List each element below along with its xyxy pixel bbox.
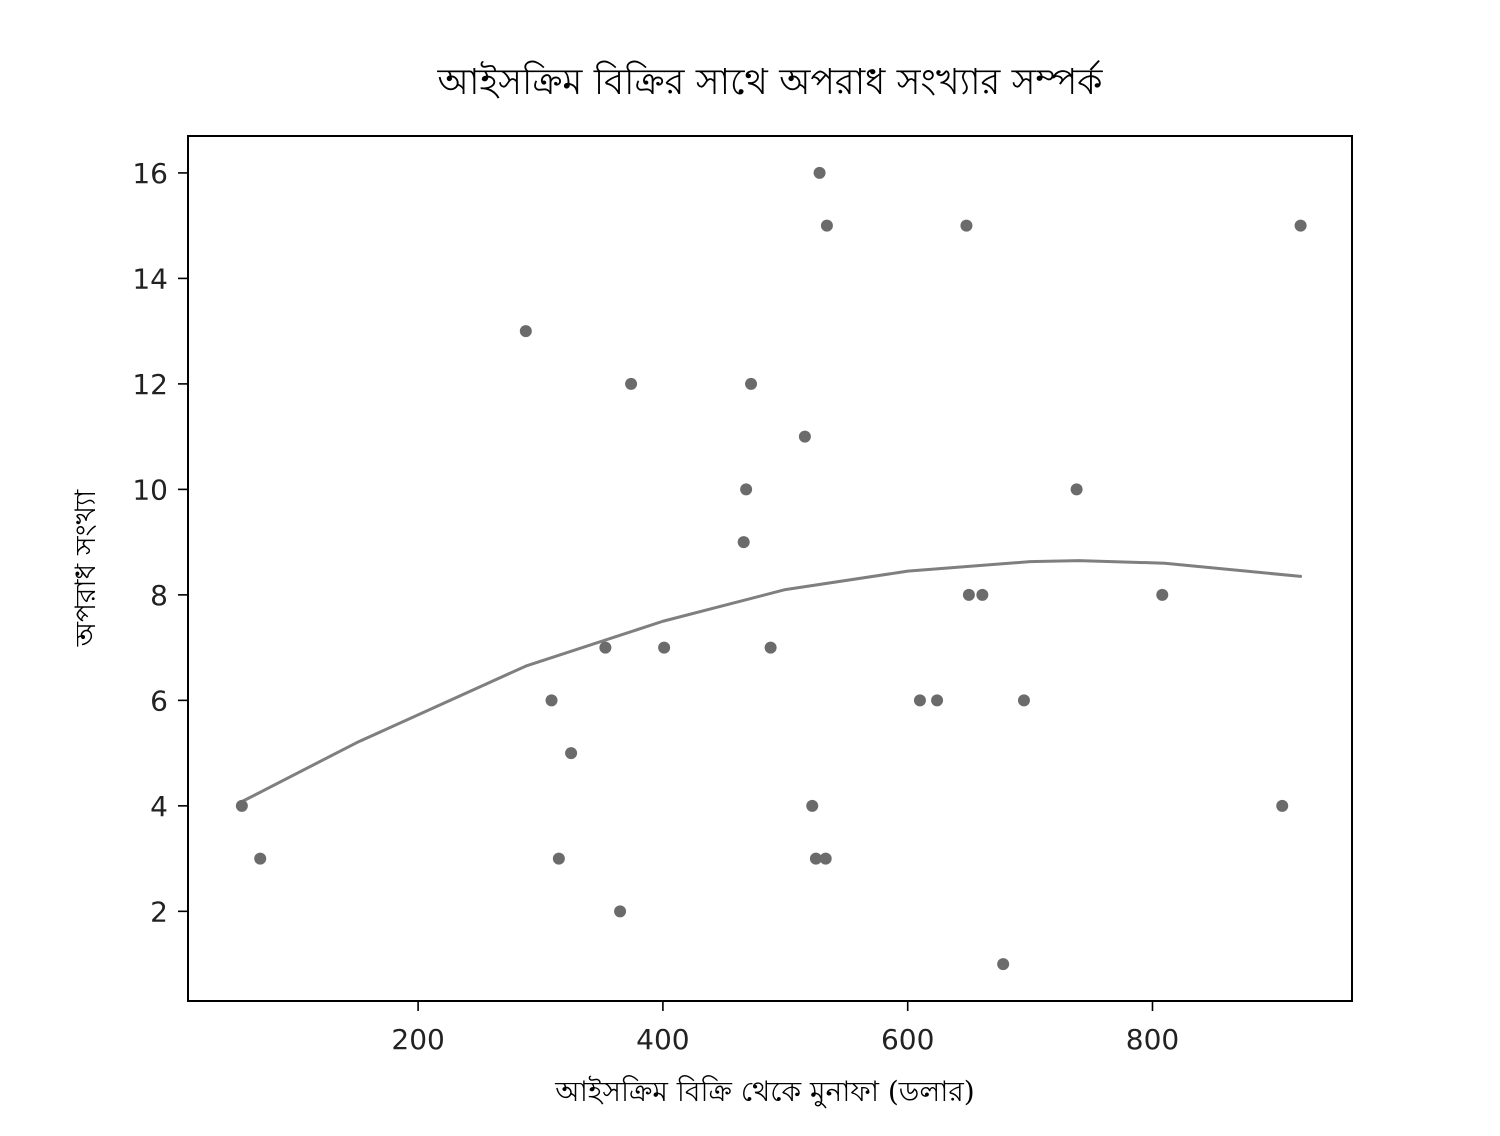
data-point <box>235 799 248 812</box>
y-tick-label: 10 <box>132 473 168 506</box>
data-point <box>254 852 267 865</box>
data-point <box>962 588 975 601</box>
x-tick-label: 800 <box>1126 1023 1179 1056</box>
y-tick-label: 12 <box>132 368 168 401</box>
data-point <box>614 905 627 918</box>
points-layer <box>235 166 1307 971</box>
data-point <box>813 166 826 179</box>
data-point <box>1294 219 1307 232</box>
x-tick-label: 200 <box>391 1023 444 1056</box>
trend-layer <box>240 559 1303 804</box>
x-tick-label: 600 <box>881 1023 934 1056</box>
data-point <box>819 852 832 865</box>
y-axis: 2 4 6 8 10 12 14 16 <box>132 157 188 928</box>
data-point <box>764 641 777 654</box>
trend-line <box>240 559 1303 804</box>
data-point <box>806 799 819 812</box>
data-point <box>913 694 926 707</box>
y-tick-label: 16 <box>132 157 168 190</box>
y-tick-label: 8 <box>150 579 168 612</box>
data-point <box>931 694 944 707</box>
data-point <box>1017 694 1030 707</box>
y-tick-label: 2 <box>150 895 168 928</box>
data-point <box>997 958 1010 971</box>
data-point <box>545 694 558 707</box>
y-tick-label: 14 <box>132 262 168 295</box>
data-point <box>820 219 833 232</box>
x-tick-label: 400 <box>636 1023 689 1056</box>
chart-title: আইসক্রিম বিক্রির সাথে অপরাধ সংখ্যার সম্প… <box>437 60 1104 103</box>
data-point <box>599 641 612 654</box>
plot-frame <box>187 135 1353 1002</box>
data-point <box>745 377 758 390</box>
y-axis-label: অপরাধ সংখ্যা <box>69 489 102 647</box>
data-point <box>960 219 973 232</box>
data-point <box>1156 588 1169 601</box>
data-point <box>1276 799 1289 812</box>
data-point <box>740 483 753 496</box>
data-point <box>519 325 532 338</box>
data-point <box>658 641 671 654</box>
data-point <box>565 747 578 760</box>
x-axis: 200 400 600 800 <box>391 1001 1179 1056</box>
data-point <box>625 377 638 390</box>
data-point <box>552 852 565 865</box>
y-tick-label: 6 <box>150 684 168 717</box>
data-point <box>976 588 989 601</box>
data-point <box>809 852 822 865</box>
data-point <box>737 536 750 549</box>
x-axis-label: আইসক্রিম বিক্রি থেকে মুনাফা (ডলার) <box>554 1075 974 1108</box>
data-point <box>798 430 811 443</box>
y-tick-label: 4 <box>150 790 168 823</box>
data-point <box>1070 483 1083 496</box>
